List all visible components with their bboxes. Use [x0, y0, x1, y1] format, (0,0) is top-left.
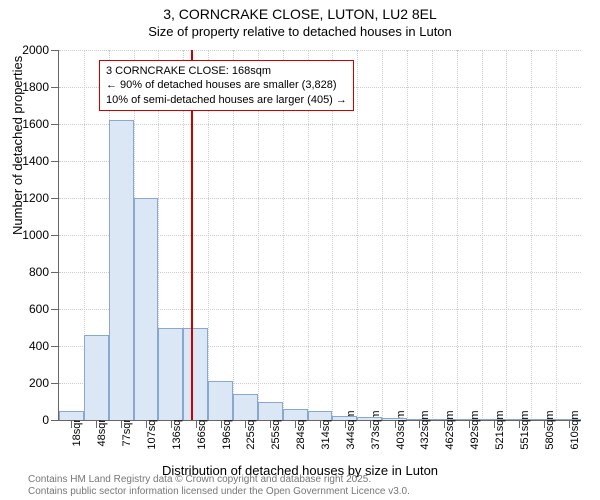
histogram-bar — [208, 381, 233, 420]
histogram-bar — [531, 419, 556, 420]
histogram-bar — [59, 411, 84, 420]
footer-line: Contains HM Land Registry data © Crown c… — [28, 474, 410, 486]
histogram-bar — [134, 198, 159, 420]
footer-attribution: Contains HM Land Registry data © Crown c… — [28, 474, 410, 498]
x-tick-label: 432sqm — [419, 410, 431, 449]
x-tick-label: 403sqm — [395, 410, 407, 449]
y-tick — [51, 161, 59, 162]
histogram-bar — [382, 418, 407, 420]
y-tick-label: 1800 — [22, 80, 49, 94]
histogram-bar — [233, 394, 258, 420]
histogram-bar — [506, 419, 531, 420]
grid-line — [556, 50, 557, 420]
x-tick-label: 610sqm — [569, 410, 581, 449]
y-tick — [51, 87, 59, 88]
y-tick — [51, 272, 59, 273]
y-tick-label: 1000 — [22, 228, 49, 242]
grid-line — [59, 124, 581, 125]
y-tick — [51, 383, 59, 384]
annotation-line: ← 90% of detached houses are smaller (3,… — [106, 78, 347, 92]
grid-line — [407, 50, 408, 420]
grid-line — [482, 50, 483, 420]
histogram-bar — [109, 120, 134, 420]
histogram-bar — [482, 419, 507, 420]
chart-container: 3, CORNCRAKE CLOSE, LUTON, LU2 8EL Size … — [0, 0, 600, 500]
annotation-line: 10% of semi-detached houses are larger (… — [106, 93, 347, 107]
y-tick-label: 200 — [29, 376, 49, 390]
grid-line — [382, 50, 383, 420]
y-tick — [51, 346, 59, 347]
histogram-bar — [332, 416, 357, 420]
histogram-bar — [308, 411, 333, 420]
grid-line — [531, 50, 532, 420]
y-tick-label: 600 — [29, 302, 49, 316]
grid-line — [59, 50, 581, 51]
x-tick-label: 492sqm — [469, 410, 481, 449]
x-tick-label: 580sqm — [544, 410, 556, 449]
y-tick — [51, 235, 59, 236]
y-tick-label: 2000 — [22, 43, 49, 57]
grid-line — [506, 50, 507, 420]
y-tick — [51, 124, 59, 125]
chart-subtitle: Size of property relative to detached ho… — [0, 24, 600, 39]
footer-line: Contains public sector information licen… — [28, 486, 410, 498]
x-tick-label: 521sqm — [494, 410, 506, 449]
histogram-bar — [84, 335, 109, 420]
grid-line — [357, 50, 358, 420]
y-tick-label: 1600 — [22, 117, 49, 131]
y-tick — [51, 420, 59, 421]
histogram-bar — [432, 419, 457, 420]
annotation-box: 3 CORNCRAKE CLOSE: 168sqm ← 90% of detac… — [99, 60, 354, 111]
histogram-bar — [407, 419, 432, 420]
histogram-bar — [357, 417, 382, 420]
y-tick-label: 400 — [29, 339, 49, 353]
y-tick-label: 1400 — [22, 154, 49, 168]
y-tick — [51, 198, 59, 199]
y-tick — [51, 309, 59, 310]
chart-title: 3, CORNCRAKE CLOSE, LUTON, LU2 8EL — [0, 6, 600, 22]
grid-line — [59, 161, 581, 162]
grid-line — [457, 50, 458, 420]
plot-area: 3 CORNCRAKE CLOSE: 168sqm ← 90% of detac… — [58, 50, 581, 421]
histogram-bar — [158, 328, 183, 421]
histogram-bar — [258, 402, 283, 421]
x-tick-label: 551sqm — [519, 410, 531, 449]
y-tick-label: 0 — [42, 413, 49, 427]
histogram-bar — [283, 409, 308, 420]
y-tick-label: 1200 — [22, 191, 49, 205]
histogram-bar — [183, 328, 208, 421]
grid-line — [432, 50, 433, 420]
annotation-line: 3 CORNCRAKE CLOSE: 168sqm — [106, 64, 347, 78]
y-tick — [51, 50, 59, 51]
y-tick-label: 800 — [29, 265, 49, 279]
histogram-bar — [457, 419, 482, 420]
histogram-bar — [556, 419, 581, 420]
x-tick-label: 462sqm — [444, 410, 456, 449]
